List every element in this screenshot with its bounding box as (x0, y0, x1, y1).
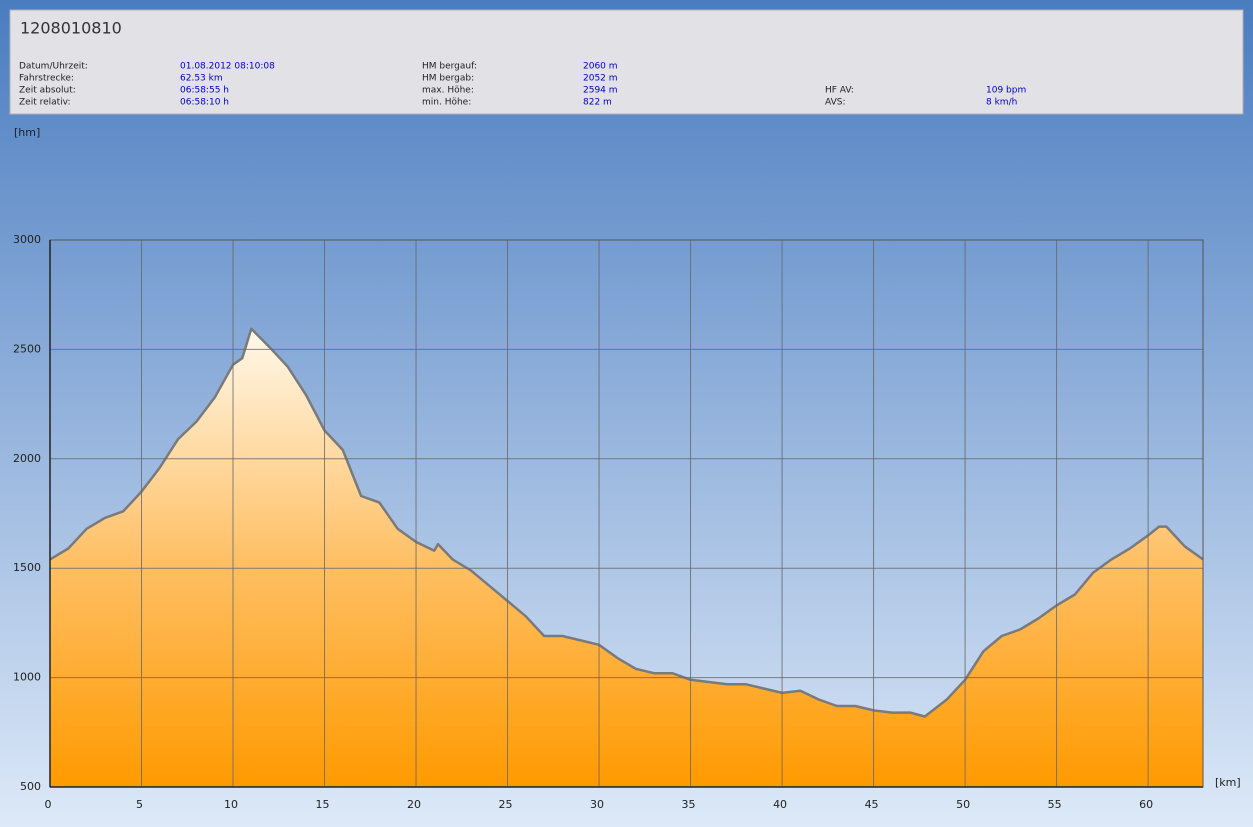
field-label: min. Höhe: (422, 98, 471, 108)
info-fields: Datum/Uhrzeit: 01.08.2012 08:10:08 Fahrstr… (19, 62, 1026, 108)
x-axis-label: [km] (1215, 776, 1241, 789)
y-tick-label: 1500 (13, 561, 41, 574)
field-value: 62.53 km (180, 74, 223, 84)
info-panel (9, 9, 1244, 115)
x-tick-label: 55 (1048, 798, 1062, 811)
x-tick-label: 5 (136, 798, 143, 811)
area-fill (50, 328, 1203, 787)
x-tick-label: 20 (407, 798, 421, 811)
field-value: 01.08.2012 08:10:08 (180, 62, 275, 72)
x-tick-label: 10 (224, 798, 238, 811)
x-tick-label: 60 (1139, 798, 1153, 811)
field-label: Zeit relativ: (19, 98, 71, 108)
field-label: AVS: (825, 98, 845, 108)
x-tick-label: 40 (773, 798, 787, 811)
field-label: HM bergab: (422, 74, 474, 84)
field-value: 2052 m (583, 74, 618, 84)
x-tick-label: 15 (316, 798, 330, 811)
y-tick-label: 3000 (13, 233, 41, 246)
field-label: HF AV: (825, 86, 854, 96)
plot: 500 1000 1500 2000 2500 3000 0 5 10 15 20 25 30 35 40 4… (13, 233, 1204, 811)
field-value: 06:58:55 h (180, 86, 229, 96)
profile-line (49, 327, 1204, 718)
x-tick-label: 50 (956, 798, 970, 811)
field-value: 8 km/h (986, 98, 1017, 108)
y-tick-label: 1000 (13, 671, 41, 684)
x-tick-label: 30 (590, 798, 604, 811)
field-label: max. Höhe: (422, 86, 474, 96)
field-label: Datum/Uhrzeit: (19, 62, 88, 72)
y-tick-label: 2000 (13, 452, 41, 465)
y-tick-label: 500 (20, 780, 41, 793)
field-value: 2594 m (583, 86, 618, 96)
field-value: 2060 m (583, 62, 618, 72)
y-axis-label: [hm] (14, 126, 40, 139)
field-label: Fahrstrecke: (19, 74, 74, 84)
field-value: 06:58:10 h (180, 98, 229, 108)
x-tick-label: 35 (682, 798, 696, 811)
field-value: 822 m (583, 98, 612, 108)
field-label: Zeit absolut: (19, 86, 76, 96)
y-tick-label: 2500 (13, 342, 41, 355)
x-tick-label: 0 (45, 798, 52, 811)
title: 1208010810 (20, 19, 122, 38)
field-value: 109 bpm (986, 86, 1026, 96)
x-tick-label: 25 (499, 798, 513, 811)
field-label: HM bergauf: (422, 62, 477, 72)
x-tick-label: 45 (865, 798, 879, 811)
